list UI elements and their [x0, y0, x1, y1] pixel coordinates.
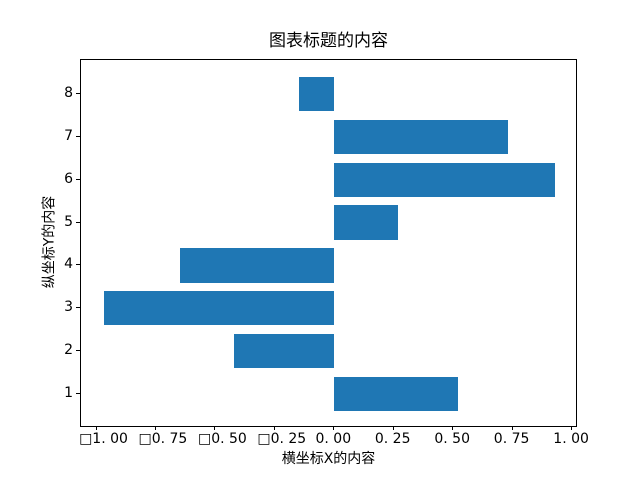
y-tick-label: 1 — [64, 385, 73, 402]
y-tick-mark — [76, 221, 80, 223]
chart-title: 图表标题的内容 — [269, 31, 388, 51]
y-tick-label: 5 — [64, 213, 73, 230]
y-tick-mark — [76, 264, 80, 266]
x-tick-label: 0. 00 — [315, 431, 352, 447]
y-tick-mark — [76, 92, 80, 94]
x-tick-mark — [392, 426, 394, 430]
y-tick-label: 2 — [64, 342, 73, 359]
x-tick-mark — [571, 426, 573, 430]
x-tick-label: 0. 75 — [493, 431, 530, 447]
y-tick-label: 7 — [64, 127, 73, 144]
bar-category-3 — [103, 291, 335, 326]
bar-category-4 — [179, 248, 335, 283]
x-tick-label: □0. 25 — [257, 431, 307, 447]
bar-category-8 — [298, 76, 335, 111]
bar-category-2 — [234, 334, 335, 369]
x-tick-mark — [333, 426, 335, 430]
y-tick-mark — [76, 178, 80, 180]
bar-category-1 — [334, 377, 458, 412]
x-axis-label: 横坐标X的内容 — [281, 451, 376, 467]
y-tick-label: 3 — [64, 299, 73, 316]
x-tick-mark — [154, 426, 156, 430]
x-tick-mark — [273, 426, 275, 430]
y-axis-label: 纵坐标Y的内容 — [41, 195, 58, 289]
x-tick-label: □1. 00 — [79, 431, 128, 447]
x-tick-label: □0. 75 — [138, 431, 188, 447]
y-tick-label: 6 — [64, 170, 73, 187]
x-tick-label: 0. 25 — [374, 431, 411, 447]
bar-category-7 — [334, 119, 508, 154]
bar-category-5 — [334, 205, 399, 240]
plot-area — [80, 59, 577, 427]
x-tick-mark — [95, 426, 97, 430]
x-tick-mark — [511, 426, 513, 430]
x-tick-label: 1. 00 — [553, 431, 589, 447]
y-tick-mark — [76, 350, 80, 352]
x-tick-mark — [452, 426, 454, 430]
x-tick-label: □0. 50 — [197, 431, 247, 447]
bar-category-6 — [334, 162, 556, 197]
x-tick-label: 0. 50 — [434, 431, 470, 447]
y-tick-mark — [76, 307, 80, 309]
y-tick-label: 8 — [64, 84, 73, 101]
y-tick-label: 4 — [64, 256, 73, 273]
x-tick-mark — [214, 426, 216, 430]
y-tick-mark — [76, 135, 80, 137]
y-tick-mark — [76, 393, 80, 395]
